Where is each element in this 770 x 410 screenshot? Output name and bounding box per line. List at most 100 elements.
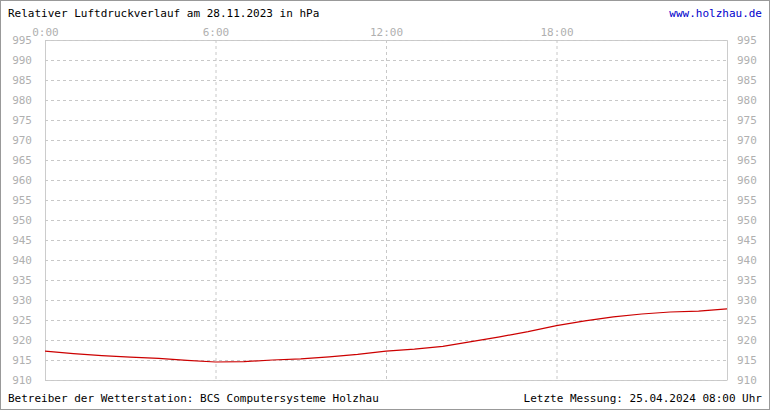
y-tick-label: 970 bbox=[12, 134, 32, 147]
y-grid-line bbox=[45, 220, 727, 221]
y-tick-label: 950 bbox=[12, 214, 32, 227]
y-grid-line bbox=[45, 300, 727, 301]
y-axis-right-line bbox=[727, 41, 728, 381]
title: Relativer Luftdruckverlauf am 28.11.2023… bbox=[8, 7, 319, 20]
y-grid-line bbox=[45, 320, 727, 321]
chart: 0:006:0012:0018:009109159209259309359409… bbox=[0, 0, 770, 410]
y-tick-label-right: 995 bbox=[737, 34, 757, 47]
y-tick-label-right: 920 bbox=[737, 334, 757, 347]
x-tick-label: 0:00 bbox=[32, 26, 59, 39]
y-tick: 915 bbox=[12, 354, 727, 367]
y-tick-right: 920 bbox=[727, 334, 757, 347]
y-tick-right: 975 bbox=[727, 114, 757, 127]
y-tick-right: 990 bbox=[727, 54, 757, 67]
x-tick-label: 12:00 bbox=[370, 26, 403, 39]
pressure-line bbox=[45, 309, 727, 362]
y-grid-line bbox=[45, 260, 727, 261]
y-tick: 960 bbox=[12, 174, 727, 187]
y-tick-label-right: 970 bbox=[737, 134, 757, 147]
y-tick-label-right: 935 bbox=[737, 274, 757, 287]
url[interactable]: www.holzhau.de bbox=[669, 7, 762, 20]
x-tick: 12:00 bbox=[370, 26, 403, 380]
y-tick: 950 bbox=[12, 214, 727, 227]
y-tick-label-right: 965 bbox=[737, 154, 757, 167]
y-tick-right: 980 bbox=[727, 94, 757, 107]
y-tick-label-right: 990 bbox=[737, 54, 757, 67]
y-tick-label-right: 975 bbox=[737, 114, 757, 127]
y-grid-line bbox=[45, 60, 727, 61]
y-grid-line bbox=[45, 160, 727, 161]
x-axis-line bbox=[46, 41, 728, 381]
y-grid-line bbox=[45, 240, 727, 241]
y-grid-line bbox=[45, 100, 727, 101]
y-grid-line bbox=[45, 200, 727, 201]
y-grid-line bbox=[45, 120, 727, 121]
y-tick: 920 bbox=[12, 334, 727, 347]
x-grid-line bbox=[557, 40, 558, 380]
x-grid-line bbox=[216, 40, 217, 380]
y-tick-label: 955 bbox=[12, 194, 32, 207]
y-tick-label-right: 930 bbox=[737, 294, 757, 307]
y-tick-label: 945 bbox=[12, 234, 32, 247]
x-grid-line bbox=[386, 40, 387, 380]
y-tick: 990 bbox=[12, 54, 727, 67]
y-tick-right: 915 bbox=[727, 354, 757, 367]
y-tick-right: 935 bbox=[727, 274, 757, 287]
y-grid-line bbox=[45, 280, 727, 281]
y-tick-label-right: 945 bbox=[737, 234, 757, 247]
y-tick-label: 910 bbox=[12, 374, 32, 387]
x-tick: 18:00 bbox=[540, 26, 573, 380]
y-tick: 995 bbox=[12, 34, 727, 47]
y-tick-right: 960 bbox=[727, 174, 757, 187]
plot-area bbox=[45, 309, 727, 362]
y-tick-right: 985 bbox=[727, 74, 757, 87]
y-tick-label-right: 915 bbox=[737, 354, 757, 367]
y-tick-right: 970 bbox=[727, 134, 757, 147]
y-tick: 955 bbox=[12, 194, 727, 207]
y-tick: 980 bbox=[12, 94, 727, 107]
y-tick: 975 bbox=[12, 114, 727, 127]
y-tick: 985 bbox=[12, 74, 727, 87]
y-tick-label: 965 bbox=[12, 154, 32, 167]
y-tick-label: 940 bbox=[12, 254, 32, 267]
y-tick-label-right: 950 bbox=[737, 214, 757, 227]
y-tick: 930 bbox=[12, 294, 727, 307]
y-tick-label: 990 bbox=[12, 54, 32, 67]
y-tick-right: 945 bbox=[727, 234, 757, 247]
y-tick: 965 bbox=[12, 154, 727, 167]
y-tick-label: 935 bbox=[12, 274, 32, 287]
y-tick-label: 920 bbox=[12, 334, 32, 347]
x-tick: 6:00 bbox=[203, 26, 230, 380]
y-tick-right: 910 bbox=[727, 374, 757, 387]
x-tick-label: 6:00 bbox=[203, 26, 230, 39]
y-tick: 970 bbox=[12, 134, 727, 147]
y-grid-line bbox=[45, 80, 727, 81]
y-tick-label: 930 bbox=[12, 294, 32, 307]
y-tick-label-right: 980 bbox=[737, 94, 757, 107]
y-grid-line bbox=[45, 340, 727, 341]
x-tick-label: 18:00 bbox=[540, 26, 573, 39]
y-grid-line bbox=[45, 40, 727, 41]
y-tick-label-right: 960 bbox=[737, 174, 757, 187]
note: Letzte Messung: 25.04.2024 08:00 Uhr bbox=[524, 392, 763, 405]
y-tick-label: 995 bbox=[12, 34, 32, 47]
source: Betreiber der Wetterstation: BCS Compute… bbox=[8, 392, 379, 405]
y-tick-label-right: 925 bbox=[737, 314, 757, 327]
y-tick-right: 995 bbox=[727, 34, 757, 47]
frame bbox=[1, 1, 770, 410]
y-grid-line bbox=[45, 140, 727, 141]
y-tick-right: 940 bbox=[727, 254, 757, 267]
y-tick: 935 bbox=[12, 274, 727, 287]
y-tick-label: 980 bbox=[12, 94, 32, 107]
y-tick-right: 930 bbox=[727, 294, 757, 307]
y-tick-label: 975 bbox=[12, 114, 32, 127]
y-grid-line bbox=[45, 380, 727, 381]
y-tick-label: 925 bbox=[12, 314, 32, 327]
x-axis: 0:00 6:00 12:00 18:00 bbox=[32, 26, 727, 380]
y-grid-line bbox=[45, 180, 727, 181]
y-tick-right: 965 bbox=[727, 154, 757, 167]
y-tick: 910 bbox=[12, 374, 727, 387]
y-tick-label-right: 940 bbox=[737, 254, 757, 267]
y-tick-label: 960 bbox=[12, 174, 32, 187]
y-tick-right: 950 bbox=[727, 214, 757, 227]
